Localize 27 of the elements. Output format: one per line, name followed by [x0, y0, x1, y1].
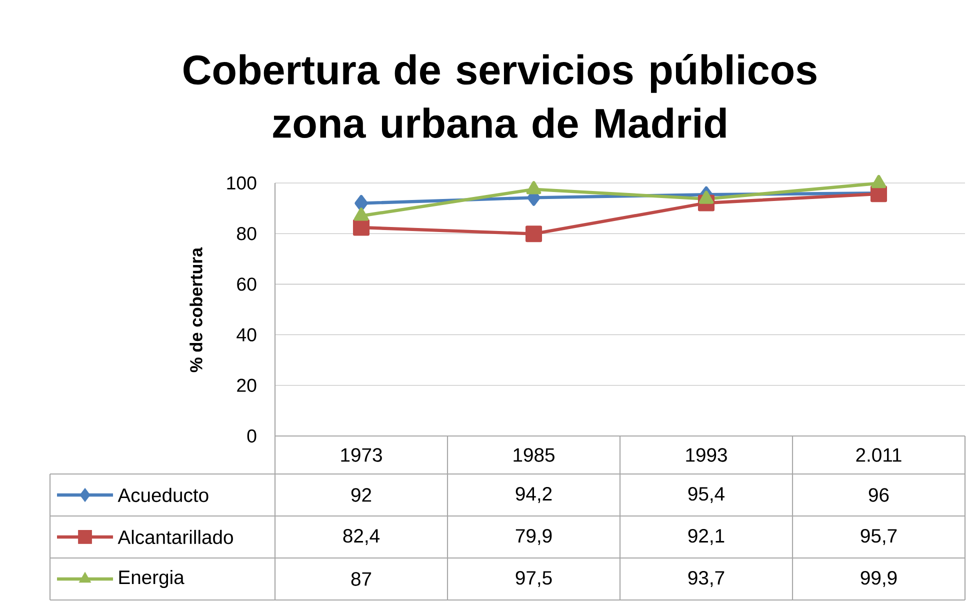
data-label: 99,9 — [860, 570, 897, 587]
data-label: 94,2 — [516, 486, 552, 503]
data-label: 95,7 — [860, 528, 897, 545]
legend-label: Alcantarillado — [118, 530, 233, 544]
data-label: 92 — [351, 488, 372, 502]
x-tick-label: 1993 — [686, 448, 727, 462]
y-tick-label: 20 — [237, 378, 256, 392]
x-tick-label: 1973 — [341, 448, 382, 462]
y-axis-title: % de cobertura — [190, 247, 202, 372]
y-tick-label: 80 — [237, 226, 256, 240]
data-label: 82,4 — [343, 528, 380, 545]
data-label: 95,4 — [688, 486, 725, 503]
data-label: 92,1 — [688, 528, 724, 545]
x-tick-label: 2.011 — [856, 448, 902, 462]
data-label: 93,7 — [688, 570, 724, 587]
chart-title: Cobertura de servicios públicos zona urbana de Madrid — [184, 54, 816, 138]
data-label: 96 — [868, 488, 889, 502]
data-label: 79,9 — [516, 528, 552, 545]
x-tick-label: 1985 — [514, 448, 554, 462]
data-label: 97,5 — [516, 570, 552, 587]
y-tick-label: 40 — [236, 328, 256, 342]
y-tick-label: 100 — [227, 176, 256, 190]
y-tick-label: 60 — [237, 278, 256, 291]
y-tick-label: 0 — [247, 429, 256, 443]
legend-label: Acueducto — [118, 488, 208, 502]
data-label: 87 — [351, 572, 372, 586]
legend-label: Energia — [119, 570, 184, 588]
